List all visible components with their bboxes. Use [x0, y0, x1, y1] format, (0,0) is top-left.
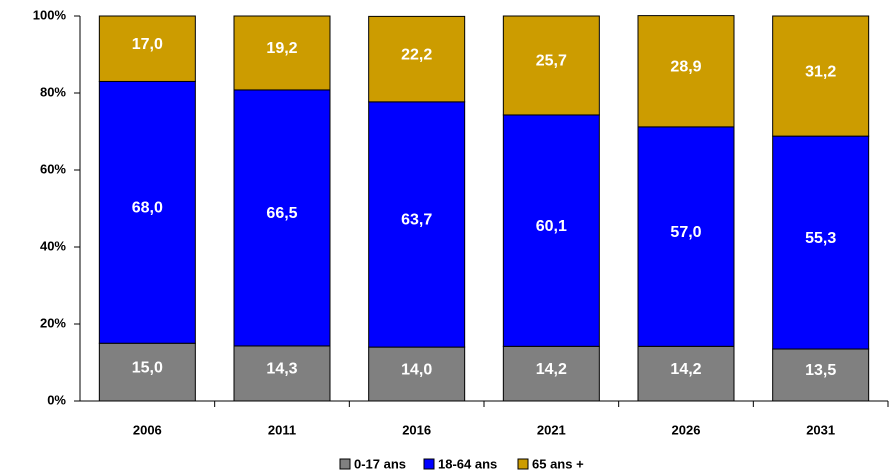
bar-segment	[368, 101, 466, 348]
x-tick-label: 2031	[806, 422, 835, 437]
data-label: 63,7	[401, 212, 432, 229]
data-label: 31,2	[805, 63, 836, 80]
data-label: 17,0	[132, 36, 163, 53]
y-tick-label: 40%	[40, 238, 66, 253]
data-label: 68,0	[132, 200, 163, 217]
data-label: 22,2	[401, 46, 432, 63]
data-label: 55,3	[805, 230, 836, 247]
y-tick-label: 80%	[40, 84, 66, 99]
legend-label: 18-64 ans	[438, 456, 497, 471]
bar-segment	[502, 15, 600, 116]
legend-swatch	[423, 458, 435, 470]
x-tick-label: 2016	[402, 422, 431, 437]
data-label: 13,5	[805, 362, 836, 379]
bar-segment	[772, 348, 870, 402]
data-label: 25,7	[536, 53, 567, 70]
bar-segment	[772, 15, 870, 137]
bar-segment	[233, 15, 331, 91]
x-tick-label: 2006	[133, 422, 162, 437]
legend-label: 65 ans +	[532, 456, 584, 471]
y-tick-label: 100%	[33, 7, 67, 22]
bar-segment	[233, 345, 331, 402]
x-tick-label: 2026	[672, 422, 701, 437]
data-label: 57,0	[670, 224, 701, 241]
bar-segment	[637, 15, 735, 128]
data-label: 19,2	[266, 40, 297, 57]
data-label: 14,0	[401, 361, 432, 378]
bar-segment	[502, 345, 600, 402]
y-tick-label: 60%	[40, 161, 66, 176]
data-label: 28,9	[670, 58, 701, 75]
data-label: 14,2	[536, 361, 567, 378]
data-label: 66,5	[266, 205, 297, 222]
x-tick-label: 2011	[268, 422, 296, 437]
x-tick-label: 2021	[537, 422, 566, 437]
data-label: 14,3	[266, 361, 297, 378]
bar-segment	[368, 15, 466, 103]
legend-swatch	[517, 458, 529, 470]
legend-swatch	[339, 458, 351, 470]
bar-segment	[98, 80, 196, 344]
bar-segment	[98, 15, 196, 82]
y-tick-label: 0%	[47, 392, 66, 407]
data-label: 14,2	[670, 361, 701, 378]
bar-segment	[772, 135, 870, 350]
data-label: 60,1	[536, 218, 567, 235]
y-tick-label: 20%	[40, 315, 66, 330]
data-label: 15,0	[132, 359, 163, 376]
legend-label: 0-17 ans	[354, 456, 406, 471]
bar-segment	[233, 89, 331, 347]
bar-segment	[637, 345, 735, 402]
